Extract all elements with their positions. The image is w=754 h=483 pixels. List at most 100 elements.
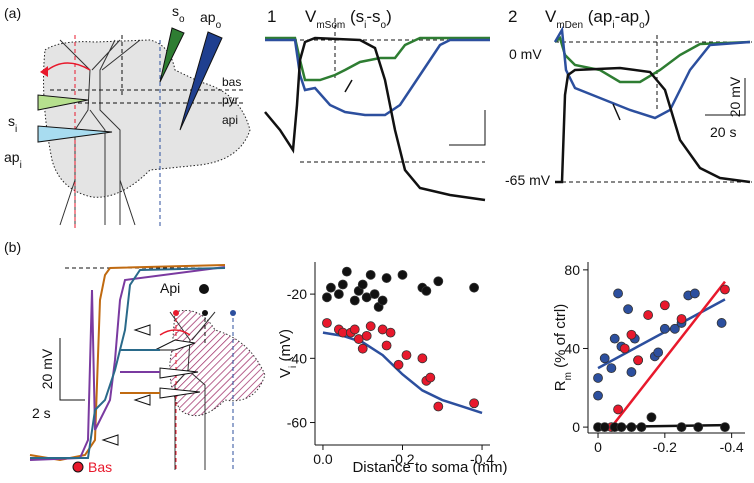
panel-label: (a) <box>4 5 21 21</box>
layer-label: api <box>222 113 238 127</box>
subscript: o <box>381 20 387 31</box>
point <box>322 292 332 303</box>
trace <box>30 267 226 459</box>
dot <box>230 310 236 316</box>
subscript: mSom <box>316 20 345 31</box>
text-part: -s <box>366 7 380 26</box>
electrode-label: apo <box>200 9 222 31</box>
point <box>613 404 623 415</box>
x-tick-label: -0.2 <box>390 451 414 467</box>
fit-line <box>610 280 726 428</box>
point <box>720 422 730 433</box>
point <box>646 412 657 423</box>
y-axis-label: Vi (mV) <box>277 329 299 378</box>
point <box>433 276 444 287</box>
trace <box>553 26 751 120</box>
point <box>369 289 380 300</box>
trace-title: VmSom (si-so) <box>305 7 392 31</box>
point <box>599 422 610 433</box>
point <box>633 355 644 366</box>
trace-label: 0 mV <box>509 46 542 62</box>
point <box>716 318 727 328</box>
point <box>626 329 637 340</box>
point <box>593 373 603 383</box>
trace-label: -65 mV <box>505 172 551 188</box>
x-tick-label: -0.2 <box>653 439 677 455</box>
electrode <box>37 94 89 111</box>
scale-bar <box>705 78 746 116</box>
point <box>659 323 670 334</box>
scale-label: 20 mV <box>727 76 743 117</box>
x-tick-label: 0.0 <box>313 451 333 467</box>
point <box>693 422 704 433</box>
point <box>349 295 360 306</box>
point <box>385 327 396 338</box>
text-part: s <box>8 113 15 129</box>
point <box>643 310 654 320</box>
point <box>333 289 344 300</box>
trace <box>555 66 751 184</box>
x-tick-label: 0 <box>594 439 602 455</box>
y-tick-label: -60 <box>287 415 307 431</box>
point <box>337 279 348 290</box>
point <box>593 390 603 401</box>
electrode-label: si <box>8 113 17 135</box>
point <box>417 353 428 364</box>
point <box>425 372 436 383</box>
point <box>393 359 404 370</box>
text-part: (s <box>345 7 364 26</box>
subscript: i <box>20 160 22 171</box>
point <box>365 321 376 332</box>
text-part: ap <box>4 149 20 165</box>
point <box>676 422 687 433</box>
point <box>606 363 617 374</box>
legend-dot <box>72 461 84 473</box>
arrow <box>612 103 621 121</box>
scale-bar <box>59 338 85 401</box>
point <box>326 282 336 293</box>
point <box>676 314 687 324</box>
text-part: ap <box>200 9 216 25</box>
slice <box>43 39 251 198</box>
subscript: i <box>364 20 366 31</box>
point <box>322 318 332 328</box>
arrow-head <box>40 66 48 77</box>
subscript: m <box>563 372 574 380</box>
text-part: ) <box>645 7 651 26</box>
marker <box>133 324 151 336</box>
point <box>381 340 392 351</box>
y-tick-label: 0 <box>572 419 580 435</box>
trace <box>29 266 226 461</box>
arrow <box>344 79 353 93</box>
y-tick-label: -40 <box>287 350 307 366</box>
fit-line <box>597 298 726 370</box>
panel-label: (b) <box>4 239 21 255</box>
point <box>619 343 630 354</box>
arrow <box>159 329 191 336</box>
scale-label: 20 s <box>710 124 736 140</box>
electrode-label: api <box>4 149 22 171</box>
neurons <box>59 39 141 226</box>
point <box>599 353 610 364</box>
text-part: -ap <box>615 7 640 26</box>
point <box>616 422 627 433</box>
arrow <box>44 62 91 73</box>
point <box>349 324 360 335</box>
x-axis-label: Distance to soma (mm) <box>352 459 507 476</box>
fit-line <box>322 331 483 415</box>
y-tick-label: -20 <box>287 286 307 302</box>
trace-label: Api <box>160 280 180 296</box>
text-part: (mV) <box>277 329 294 366</box>
y-axis-label: Rm (% of ctrl) <box>552 304 574 392</box>
point <box>377 295 388 306</box>
trace <box>265 38 490 117</box>
scale-bar <box>449 110 486 146</box>
electrode <box>154 339 196 351</box>
point <box>357 279 368 290</box>
marker <box>101 434 119 446</box>
point <box>365 269 376 280</box>
text-part: V <box>545 7 557 26</box>
point <box>609 333 620 344</box>
point <box>421 285 432 296</box>
point <box>659 300 670 311</box>
